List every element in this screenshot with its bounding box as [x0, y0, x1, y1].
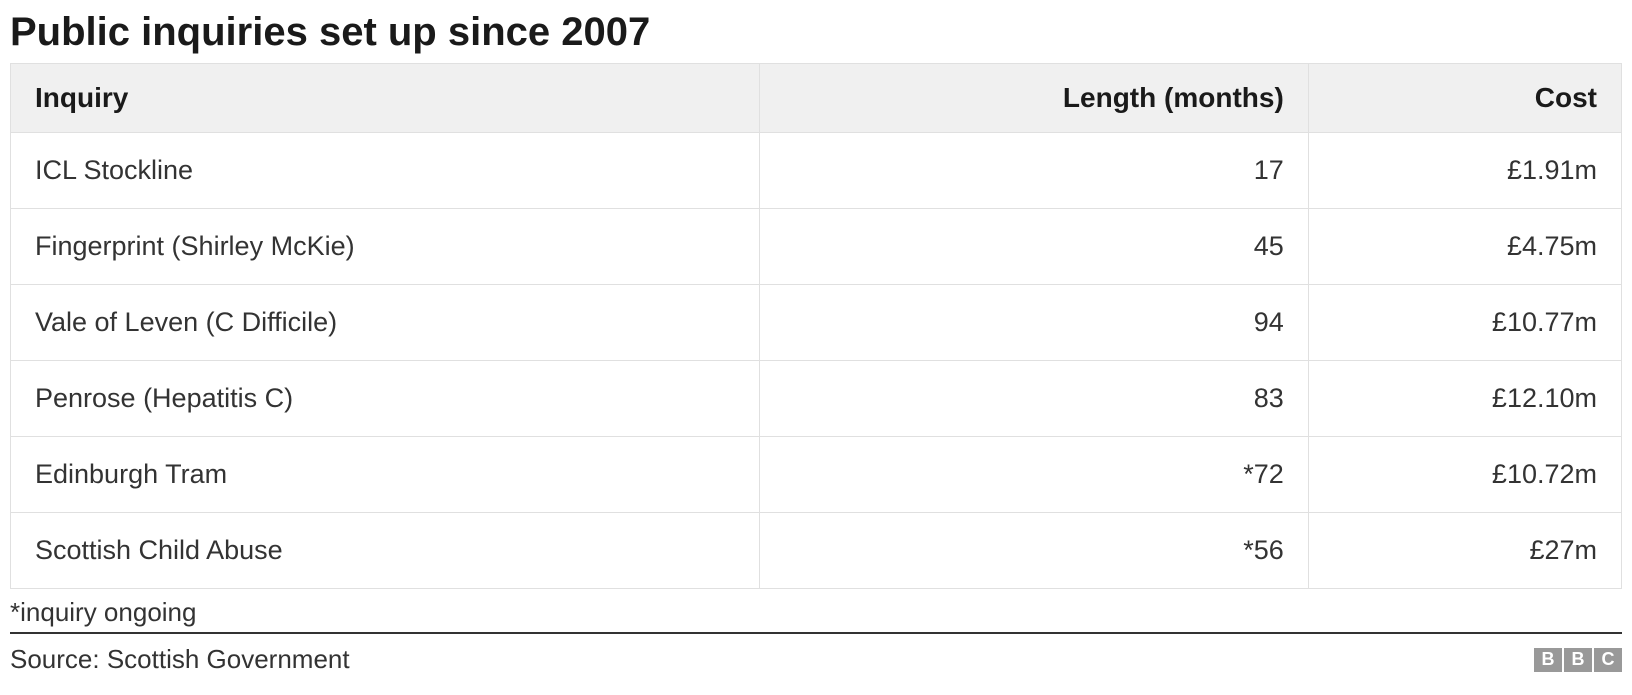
table-row: Edinburgh Tram*72£10.72m [11, 437, 1622, 513]
cell-length: *56 [760, 513, 1309, 589]
bbc-logo-b2: B [1564, 648, 1592, 672]
cell-inquiry: Scottish Child Abuse [11, 513, 760, 589]
footer: Source: Scottish Government B B C [10, 634, 1622, 685]
cell-length: 17 [760, 133, 1309, 209]
table-row: Fingerprint (Shirley McKie)45£4.75m [11, 209, 1622, 285]
column-header-inquiry: Inquiry [11, 64, 760, 133]
inquiries-table: Inquiry Length (months) Cost ICL Stockli… [10, 63, 1622, 589]
cell-length: *72 [760, 437, 1309, 513]
source-text: Source: Scottish Government [10, 644, 350, 675]
cell-inquiry: Edinburgh Tram [11, 437, 760, 513]
table-header-row: Inquiry Length (months) Cost [11, 64, 1622, 133]
cell-cost: £10.77m [1308, 285, 1621, 361]
footnote: *inquiry ongoing [10, 589, 1622, 634]
table-row: ICL Stockline17£1.91m [11, 133, 1622, 209]
cell-cost: £12.10m [1308, 361, 1621, 437]
column-header-cost: Cost [1308, 64, 1621, 133]
table-title: Public inquiries set up since 2007 [10, 10, 1622, 55]
bbc-logo: B B C [1534, 648, 1622, 672]
cell-length: 45 [760, 209, 1309, 285]
column-header-length: Length (months) [760, 64, 1309, 133]
cell-inquiry: Vale of Leven (C Difficile) [11, 285, 760, 361]
cell-cost: £27m [1308, 513, 1621, 589]
cell-cost: £10.72m [1308, 437, 1621, 513]
cell-inquiry: ICL Stockline [11, 133, 760, 209]
cell-inquiry: Penrose (Hepatitis C) [11, 361, 760, 437]
cell-length: 94 [760, 285, 1309, 361]
cell-cost: £4.75m [1308, 209, 1621, 285]
table-row: Vale of Leven (C Difficile)94£10.77m [11, 285, 1622, 361]
table-row: Scottish Child Abuse*56£27m [11, 513, 1622, 589]
cell-cost: £1.91m [1308, 133, 1621, 209]
table-row: Penrose (Hepatitis C)83£12.10m [11, 361, 1622, 437]
cell-inquiry: Fingerprint (Shirley McKie) [11, 209, 760, 285]
bbc-logo-c: C [1594, 648, 1622, 672]
cell-length: 83 [760, 361, 1309, 437]
bbc-logo-b1: B [1534, 648, 1562, 672]
